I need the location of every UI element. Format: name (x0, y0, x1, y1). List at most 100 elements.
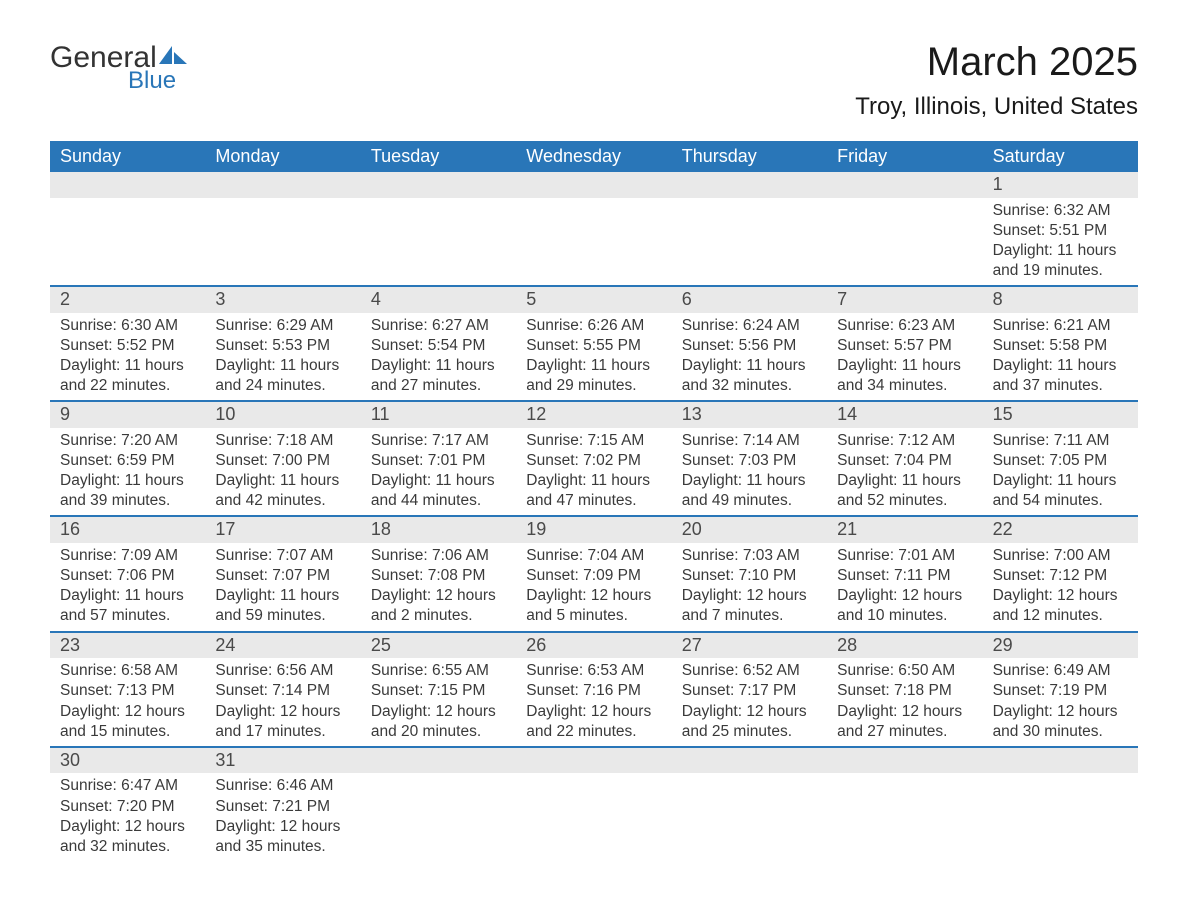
sunrise-text: Sunrise: 7:18 AM (215, 431, 350, 451)
daylight-text-line2: and 22 minutes. (526, 722, 661, 742)
sunrise-text: Sunrise: 7:06 AM (371, 546, 506, 566)
daylight-text-line2: and 35 minutes. (215, 837, 350, 857)
calendar-cell: 2Sunrise: 6:30 AMSunset: 5:52 PMDaylight… (50, 287, 205, 400)
calendar-cell: 29Sunrise: 6:49 AMSunset: 7:19 PMDayligh… (983, 633, 1138, 746)
daylight-text-line2: and 49 minutes. (682, 491, 817, 511)
day-details: Sunrise: 6:47 AMSunset: 7:20 PMDaylight:… (50, 773, 205, 861)
day-number (50, 172, 205, 198)
sunrise-text: Sunrise: 6:47 AM (60, 776, 195, 796)
day-number: 8 (983, 287, 1138, 313)
daylight-text-line1: Daylight: 12 hours (371, 702, 506, 722)
daylight-text-line1: Daylight: 12 hours (993, 586, 1128, 606)
daylight-text-line2: and 15 minutes. (60, 722, 195, 742)
daylight-text-line1: Daylight: 12 hours (215, 702, 350, 722)
daylight-text-line2: and 30 minutes. (993, 722, 1128, 742)
daylight-text-line2: and 52 minutes. (837, 491, 972, 511)
daylight-text-line1: Daylight: 12 hours (526, 586, 661, 606)
sunrise-text: Sunrise: 6:50 AM (837, 661, 972, 681)
daylight-text-line1: Daylight: 12 hours (371, 586, 506, 606)
sunset-text: Sunset: 7:01 PM (371, 451, 506, 471)
logo: General Blue (50, 40, 187, 93)
calendar-cell: 28Sunrise: 6:50 AMSunset: 7:18 PMDayligh… (827, 633, 982, 746)
sunrise-text: Sunrise: 6:46 AM (215, 776, 350, 796)
sunset-text: Sunset: 7:19 PM (993, 681, 1128, 701)
day-number: 13 (672, 402, 827, 428)
day-details: Sunrise: 6:56 AMSunset: 7:14 PMDaylight:… (205, 658, 360, 746)
day-number: 21 (827, 517, 982, 543)
sunrise-text: Sunrise: 7:03 AM (682, 546, 817, 566)
day-details (516, 773, 671, 780)
day-number: 3 (205, 287, 360, 313)
calendar-cell: 20Sunrise: 7:03 AMSunset: 7:10 PMDayligh… (672, 517, 827, 630)
logo-text-blue: Blue (128, 69, 187, 93)
sunset-text: Sunset: 7:11 PM (837, 566, 972, 586)
day-number: 19 (516, 517, 671, 543)
day-details (827, 198, 982, 205)
day-number: 22 (983, 517, 1138, 543)
day-details: Sunrise: 6:21 AMSunset: 5:58 PMDaylight:… (983, 313, 1138, 401)
day-details: Sunrise: 6:58 AMSunset: 7:13 PMDaylight:… (50, 658, 205, 746)
calendar-cell: 22Sunrise: 7:00 AMSunset: 7:12 PMDayligh… (983, 517, 1138, 630)
day-number: 5 (516, 287, 671, 313)
daylight-text-line1: Daylight: 12 hours (837, 586, 972, 606)
day-details: Sunrise: 6:30 AMSunset: 5:52 PMDaylight:… (50, 313, 205, 401)
calendar-cell: 12Sunrise: 7:15 AMSunset: 7:02 PMDayligh… (516, 402, 671, 515)
sunset-text: Sunset: 5:54 PM (371, 336, 506, 356)
day-number: 26 (516, 633, 671, 659)
daylight-text-line2: and 32 minutes. (682, 376, 817, 396)
day-details: Sunrise: 7:20 AMSunset: 6:59 PMDaylight:… (50, 428, 205, 516)
calendar-cell (516, 172, 671, 285)
page-header: General Blue March 2025 Troy, Illinois, … (50, 40, 1138, 121)
sunrise-text: Sunrise: 7:11 AM (993, 431, 1128, 451)
sunrise-text: Sunrise: 7:04 AM (526, 546, 661, 566)
sunrise-text: Sunrise: 6:55 AM (371, 661, 506, 681)
sunrise-text: Sunrise: 6:53 AM (526, 661, 661, 681)
day-details: Sunrise: 6:50 AMSunset: 7:18 PMDaylight:… (827, 658, 982, 746)
sunset-text: Sunset: 7:20 PM (60, 797, 195, 817)
daylight-text-line2: and 32 minutes. (60, 837, 195, 857)
day-details (361, 773, 516, 780)
sunrise-text: Sunrise: 7:14 AM (682, 431, 817, 451)
daylight-text-line2: and 44 minutes. (371, 491, 506, 511)
day-details: Sunrise: 6:55 AMSunset: 7:15 PMDaylight:… (361, 658, 516, 746)
day-number: 24 (205, 633, 360, 659)
day-number (827, 748, 982, 774)
daylight-text-line2: and 12 minutes. (993, 606, 1128, 626)
sunset-text: Sunset: 6:59 PM (60, 451, 195, 471)
calendar-week: 2Sunrise: 6:30 AMSunset: 5:52 PMDaylight… (50, 287, 1138, 402)
calendar-cell: 18Sunrise: 7:06 AMSunset: 7:08 PMDayligh… (361, 517, 516, 630)
day-number (205, 172, 360, 198)
day-number: 11 (361, 402, 516, 428)
calendar-cell: 8Sunrise: 6:21 AMSunset: 5:58 PMDaylight… (983, 287, 1138, 400)
day-details: Sunrise: 7:04 AMSunset: 7:09 PMDaylight:… (516, 543, 671, 631)
sunset-text: Sunset: 7:12 PM (993, 566, 1128, 586)
daylight-text-line2: and 24 minutes. (215, 376, 350, 396)
daylight-text-line1: Daylight: 11 hours (682, 356, 817, 376)
day-details: Sunrise: 7:09 AMSunset: 7:06 PMDaylight:… (50, 543, 205, 631)
day-number: 29 (983, 633, 1138, 659)
day-details: Sunrise: 7:14 AMSunset: 7:03 PMDaylight:… (672, 428, 827, 516)
day-number: 15 (983, 402, 1138, 428)
day-number: 9 (50, 402, 205, 428)
daylight-text-line1: Daylight: 11 hours (60, 586, 195, 606)
sunrise-text: Sunrise: 6:26 AM (526, 316, 661, 336)
daylight-text-line2: and 20 minutes. (371, 722, 506, 742)
logo-sail-icon (159, 40, 187, 70)
day-number (983, 748, 1138, 774)
day-details (361, 198, 516, 205)
daylight-text-line2: and 27 minutes. (837, 722, 972, 742)
day-number: 28 (827, 633, 982, 659)
sunrise-text: Sunrise: 7:17 AM (371, 431, 506, 451)
day-details (50, 198, 205, 205)
sunrise-text: Sunrise: 6:32 AM (993, 201, 1128, 221)
day-details: Sunrise: 6:27 AMSunset: 5:54 PMDaylight:… (361, 313, 516, 401)
day-number (516, 748, 671, 774)
calendar-cell (516, 748, 671, 861)
sunrise-text: Sunrise: 7:12 AM (837, 431, 972, 451)
sunset-text: Sunset: 5:58 PM (993, 336, 1128, 356)
sunset-text: Sunset: 5:53 PM (215, 336, 350, 356)
day-number: 27 (672, 633, 827, 659)
sunset-text: Sunset: 5:57 PM (837, 336, 972, 356)
day-details: Sunrise: 7:00 AMSunset: 7:12 PMDaylight:… (983, 543, 1138, 631)
day-number: 10 (205, 402, 360, 428)
